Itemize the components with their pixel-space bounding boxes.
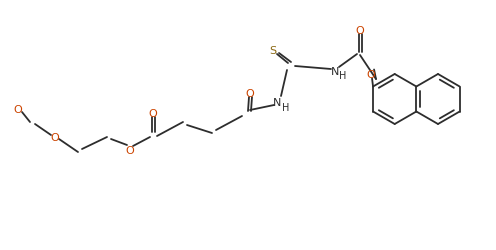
Text: S: S — [269, 46, 277, 56]
Text: O: O — [13, 104, 22, 115]
Text: H: H — [339, 71, 347, 81]
Text: O: O — [51, 132, 60, 142]
Text: H: H — [282, 102, 290, 113]
Text: N: N — [331, 67, 339, 77]
Text: O: O — [246, 89, 254, 99]
Text: O: O — [367, 69, 375, 79]
Text: O: O — [125, 146, 134, 156]
Text: N: N — [273, 98, 281, 108]
Text: O: O — [356, 26, 365, 36]
Text: O: O — [149, 108, 157, 118]
